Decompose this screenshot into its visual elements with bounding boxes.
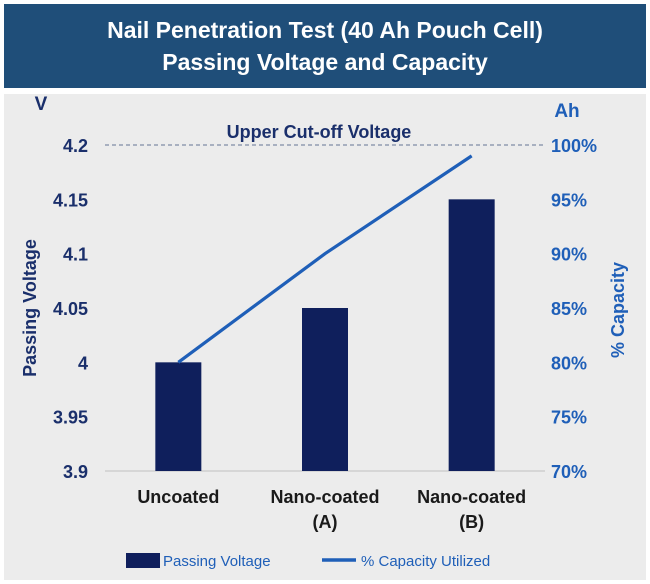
right-tick-label: 70% <box>551 462 587 482</box>
right-axis-title: % Capacity <box>608 262 628 358</box>
category-label: (B) <box>459 512 484 532</box>
capacity-line <box>177 154 473 364</box>
legend-swatch-bar <box>126 553 160 568</box>
left-tick-label: 4.15 <box>53 190 88 210</box>
left-tick-label: 3.9 <box>63 462 88 482</box>
right-tick-label: 85% <box>551 299 587 319</box>
left-tick-label: 4.05 <box>53 299 88 319</box>
right-tick-label: 95% <box>551 190 587 210</box>
right-tick-label: 80% <box>551 353 587 373</box>
chart-title: Nail Penetration Test (40 Ah Pouch Cell) <box>107 17 543 43</box>
bar-2 <box>448 199 495 472</box>
category-label: Nano-coated <box>417 487 526 507</box>
right-tick-label: 75% <box>551 408 587 428</box>
category-label: Uncoated <box>137 487 219 507</box>
left-tick-label: 3.95 <box>53 408 88 428</box>
category-label: Nano-coated <box>270 487 379 507</box>
legend-label-capacity: % Capacity Utilized <box>361 553 490 570</box>
left-tick-label: 4.2 <box>63 136 88 156</box>
right-tick-label: 100% <box>551 136 597 156</box>
bar-1 <box>302 308 348 471</box>
left-axis-unit: V <box>35 94 48 115</box>
chart-subtitle: Passing Voltage and Capacity <box>162 49 488 75</box>
bar-0 <box>155 362 202 471</box>
left-tick-label: 4.1 <box>63 245 88 265</box>
left-axis-title: Passing Voltage <box>20 239 40 377</box>
legend-label-voltage: Passing Voltage <box>163 553 271 570</box>
left-tick-label: 4 <box>78 353 88 373</box>
right-axis-unit: Ah <box>554 101 579 122</box>
title-banner: Nail Penetration Test (40 Ah Pouch Cell)… <box>4 4 646 88</box>
right-tick-label: 90% <box>551 245 587 265</box>
category-label: (A) <box>313 512 338 532</box>
reference-line-label: Upper Cut-off Voltage <box>227 122 412 142</box>
